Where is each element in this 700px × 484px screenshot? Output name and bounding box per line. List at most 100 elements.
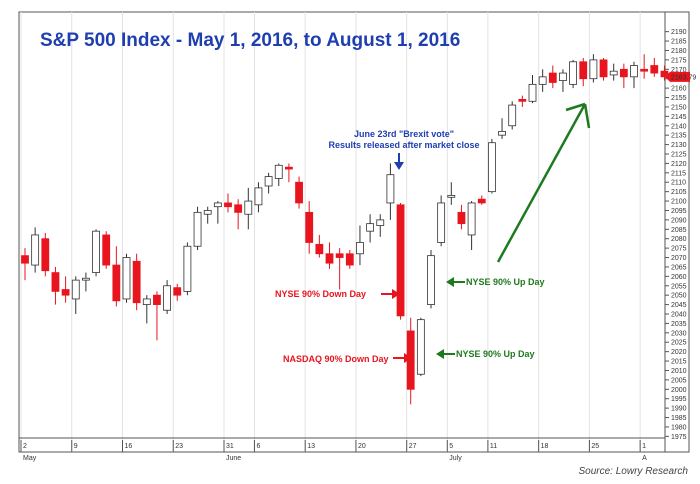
y-tick-label: 1995	[671, 396, 687, 403]
candle-up	[416, 319, 425, 375]
month-label: July	[449, 455, 462, 462]
candle-down	[579, 61, 588, 80]
candle-up	[498, 131, 506, 136]
month-label: A	[642, 455, 647, 462]
candle-up	[264, 176, 273, 187]
candle-down	[51, 272, 60, 292]
x-tick-label: 18	[541, 443, 549, 450]
y-tick-label: 2150	[671, 104, 687, 111]
candle-down	[315, 243, 324, 255]
candle-up	[82, 277, 90, 281]
candle-up	[122, 257, 131, 300]
x-axis-ticks: 2 9 16 23 31 6 13 20 27 5 11 18 25 1 May June July A	[19, 437, 665, 462]
candles	[21, 54, 669, 405]
x-tick-label: 25	[591, 443, 599, 450]
y-tick-label: 2000	[671, 387, 687, 394]
candle-up	[538, 76, 547, 85]
y-tick-label: 2160	[671, 86, 687, 93]
y-tick-label: 2110	[671, 180, 686, 187]
candle-down	[173, 287, 182, 296]
candle-down	[325, 253, 334, 264]
nyse-down-label: NYSE 90% Down Day	[275, 289, 366, 299]
nasdaq-down-label: NASDAQ 90% Down Day	[283, 354, 389, 364]
y-tick-label: 2180	[671, 48, 687, 55]
y-tick-label: 2015	[671, 359, 687, 366]
candle-down	[457, 211, 466, 225]
nyse-up-label-1: NYSE 90% Up Day	[466, 277, 545, 287]
x-tick-label: 16	[125, 443, 133, 450]
y-tick-label: 2035	[671, 321, 687, 328]
candle-down	[396, 204, 405, 317]
x-tick-label: 6	[256, 443, 260, 450]
candle-up	[71, 279, 80, 300]
y-tick-label: 1985	[671, 415, 687, 422]
y-tick-label: 2100	[671, 199, 687, 206]
candle-down	[61, 289, 70, 296]
y-tick-label: 2085	[671, 227, 687, 234]
candle-down	[21, 255, 29, 264]
month-label: June	[226, 455, 241, 462]
brexit-note-line1: June 23rd "Brexit vote"	[354, 129, 454, 139]
candle-down	[335, 253, 344, 258]
nyse-up-arrow-1	[446, 277, 465, 287]
candle-down	[234, 204, 243, 213]
x-tick-label: 20	[358, 443, 366, 450]
candle-up	[589, 59, 598, 80]
candle-up	[274, 164, 283, 179]
y-tick-label: 1990	[671, 406, 687, 413]
x-tick-label: 13	[307, 443, 315, 450]
candle-up	[386, 174, 395, 204]
candle-up	[163, 285, 172, 311]
candle-down	[224, 202, 232, 208]
nyse-up-label-2: NYSE 90% Up Day	[456, 349, 535, 359]
y-tick-label: 2190	[671, 29, 687, 36]
candle-up	[213, 202, 222, 208]
candle-down	[295, 181, 303, 204]
candle-down	[477, 198, 486, 204]
y-tick-label: 2020	[671, 349, 687, 356]
y-tick-label: 2030	[671, 330, 687, 337]
y-tick-label: 2130	[671, 142, 687, 149]
chart-title: S&P 500 Index - May 1, 2016, to August 1…	[40, 30, 460, 51]
x-tick-label: 2	[23, 443, 27, 450]
candle-up	[142, 298, 151, 305]
candle-up	[183, 245, 192, 292]
candle-up	[569, 61, 577, 85]
y-tick-label: 2170	[671, 67, 687, 74]
y-tick-label: 2105	[671, 189, 687, 196]
candle-down	[132, 260, 141, 304]
candle-up	[356, 242, 364, 255]
candle-up	[427, 255, 435, 305]
candle-down	[640, 68, 649, 72]
plot-frame	[18, 11, 666, 453]
candle-up	[203, 210, 212, 215]
y-tick-label: 2080	[671, 236, 687, 243]
y-tick-label: 2090	[671, 217, 687, 224]
brexit-note-line2: Results released after market close	[328, 140, 479, 150]
source-credit: Source: Lowry Research	[578, 466, 689, 477]
y-tick-label: 2040	[671, 312, 687, 319]
y-tick-label: 2055	[671, 283, 687, 290]
y-tick-label: 2135	[671, 133, 687, 140]
candle-down	[548, 72, 557, 83]
nyse-down-arrow	[381, 289, 400, 299]
candle-down	[305, 211, 314, 243]
candle-down	[619, 68, 628, 78]
y-tick-label: 2115	[671, 170, 686, 177]
nyse-up-arrow-2	[436, 349, 455, 359]
y-tick-label: 2145	[671, 114, 687, 121]
candle-up	[487, 142, 496, 193]
y-tick-label: 2005	[671, 377, 687, 384]
candle-up	[630, 65, 638, 78]
x-tick-label: 5	[449, 443, 453, 450]
candle-down	[284, 166, 293, 170]
candle-down	[112, 264, 121, 302]
candle-down	[102, 234, 111, 266]
candle-down	[518, 99, 527, 102]
last-price-label: 2163.79	[671, 74, 696, 81]
candle-down	[153, 294, 161, 305]
last-price-marker: 2163.79	[665, 71, 696, 82]
y-tick-label: 2045	[671, 302, 687, 309]
price-axis-panel	[664, 11, 690, 453]
